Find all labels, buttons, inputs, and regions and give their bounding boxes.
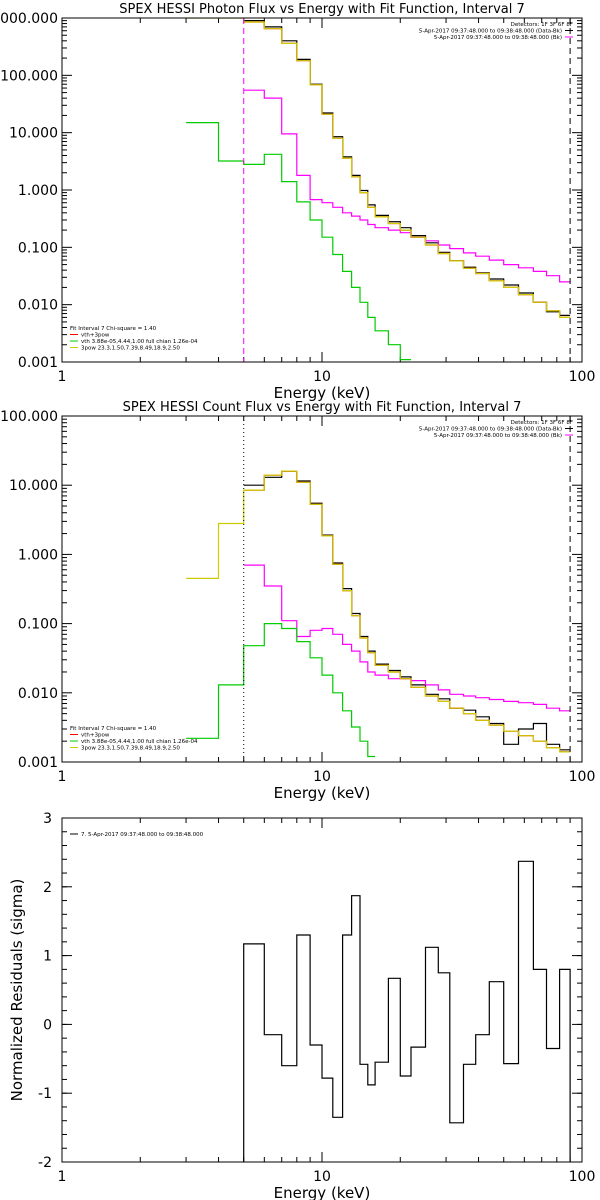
legend-text: 3pow 23.3,1.50,7.39,8.49,18.9,2.50 bbox=[81, 346, 180, 352]
y-tick-label: 3 bbox=[43, 811, 52, 827]
y-tick-label: 0.100 bbox=[18, 617, 58, 633]
header-text: 5-Apr-2017 09:37:48.000 to 09:38:48.000 … bbox=[434, 35, 562, 41]
y-tick-label: 1.000 bbox=[18, 547, 58, 563]
series-line-4 bbox=[186, 623, 376, 758]
y-tick-label: 0.001 bbox=[18, 755, 58, 771]
legend-text: Fit Interval 7 Chi-square = 1.40 bbox=[70, 726, 157, 732]
x-axis-label: Energy (keV) bbox=[274, 384, 371, 402]
plot-frame bbox=[61, 415, 583, 763]
y-tick-label: 100.000 bbox=[0, 409, 58, 425]
series-line-5 bbox=[186, 18, 571, 318]
x-tick-label: 10 bbox=[313, 769, 331, 785]
y-tick-label: 2 bbox=[43, 880, 52, 896]
header-text: 5-Apr-2017 09:37:48.000 to 09:38:48.000 … bbox=[434, 433, 562, 439]
chart-title: SPEX HESSI Count Flux vs Energy with Fit… bbox=[123, 400, 522, 415]
y-tick-label: 10.000 bbox=[9, 478, 58, 494]
y-axis-label: Normalized Residuals (sigma) bbox=[8, 879, 26, 1102]
series-line-2 bbox=[243, 89, 571, 283]
x-tick-label: 100 bbox=[569, 769, 596, 785]
legend-text: vth 3.88e-05,4.44,1.00 full chian 1.26e-… bbox=[81, 739, 198, 745]
series-line-3 bbox=[243, 470, 571, 753]
x-tick-label: 1 bbox=[58, 769, 67, 785]
y-tick-label: 0.010 bbox=[18, 298, 58, 314]
series-layer bbox=[186, 416, 571, 762]
x-axis-label: Energy (keV) bbox=[274, 784, 371, 802]
x-tick-label: 100 bbox=[569, 369, 596, 385]
y-tick-label: -2 bbox=[38, 1155, 52, 1171]
legend-text: 3pow 23.3,1.50,7.39,8.49,18.9,2.50 bbox=[81, 746, 180, 752]
plot-frame bbox=[61, 817, 583, 1163]
x-tick-label: 1 bbox=[58, 369, 67, 385]
header-text: 5-Apr-2017 09:37:48.000 to 09:38:48.000 … bbox=[419, 427, 562, 433]
x-axis-label: Energy (keV) bbox=[274, 1184, 371, 1200]
header-text: Detectors: 1F 3F 6F 8F bbox=[511, 22, 573, 28]
series-layer bbox=[186, 18, 571, 362]
x-tick-label: 1 bbox=[58, 1169, 67, 1185]
y-tick-label: 1 bbox=[43, 949, 52, 965]
legend-text: Fit Interval 7 Chi-square = 1.40 bbox=[70, 326, 157, 332]
y-tick-label: 0.010 bbox=[18, 686, 58, 702]
panel-2: 1 10 100 100.000 10.000 1.000 0.100 0.010 0.001 S… bbox=[0, 400, 595, 802]
header-text: 5-Apr-2017 09:37:48.000 to 09:38:48.000 … bbox=[419, 29, 562, 35]
legend-text: vth+3pow bbox=[81, 333, 110, 339]
y-tick-label: 0.001 bbox=[18, 355, 58, 371]
series-line-1 bbox=[243, 860, 571, 1162]
series-line-4 bbox=[186, 122, 411, 361]
plot-frame bbox=[61, 17, 583, 363]
y-tick-label: 100.000 bbox=[0, 68, 58, 84]
y-tick-label: 0.100 bbox=[18, 240, 58, 256]
y-tick-label: 1.000 bbox=[18, 183, 58, 199]
y-tick-label: 0 bbox=[43, 1017, 52, 1033]
legend-text: vth+3pow bbox=[81, 733, 110, 739]
y-tick-label: -1 bbox=[38, 1086, 52, 1102]
legend-text: vth 3.88e-05,4.44,1.00 full chian 1.26e-… bbox=[81, 339, 198, 345]
series-line-1 bbox=[243, 20, 571, 316]
series-line-5 bbox=[186, 470, 571, 753]
header-text: Detectors: 1F 3F 6F 8F bbox=[511, 420, 573, 426]
series-line-1 bbox=[243, 470, 571, 751]
x-tick-label: 10 bbox=[313, 1169, 331, 1185]
y-tick-label: 10.000 bbox=[9, 126, 58, 142]
series-line-3 bbox=[243, 21, 571, 318]
x-tick-label: 100 bbox=[569, 1169, 596, 1185]
chart-title: SPEX HESSI Photon Flux vs Energy with Fi… bbox=[119, 2, 525, 17]
x-tick-label: 10 bbox=[313, 369, 331, 385]
legend-text: 7. 5-Apr-2017 09:37:48.000 to 09:38:48.0… bbox=[81, 832, 204, 838]
series-layer bbox=[243, 860, 571, 1162]
series-line-2 bbox=[243, 564, 571, 712]
